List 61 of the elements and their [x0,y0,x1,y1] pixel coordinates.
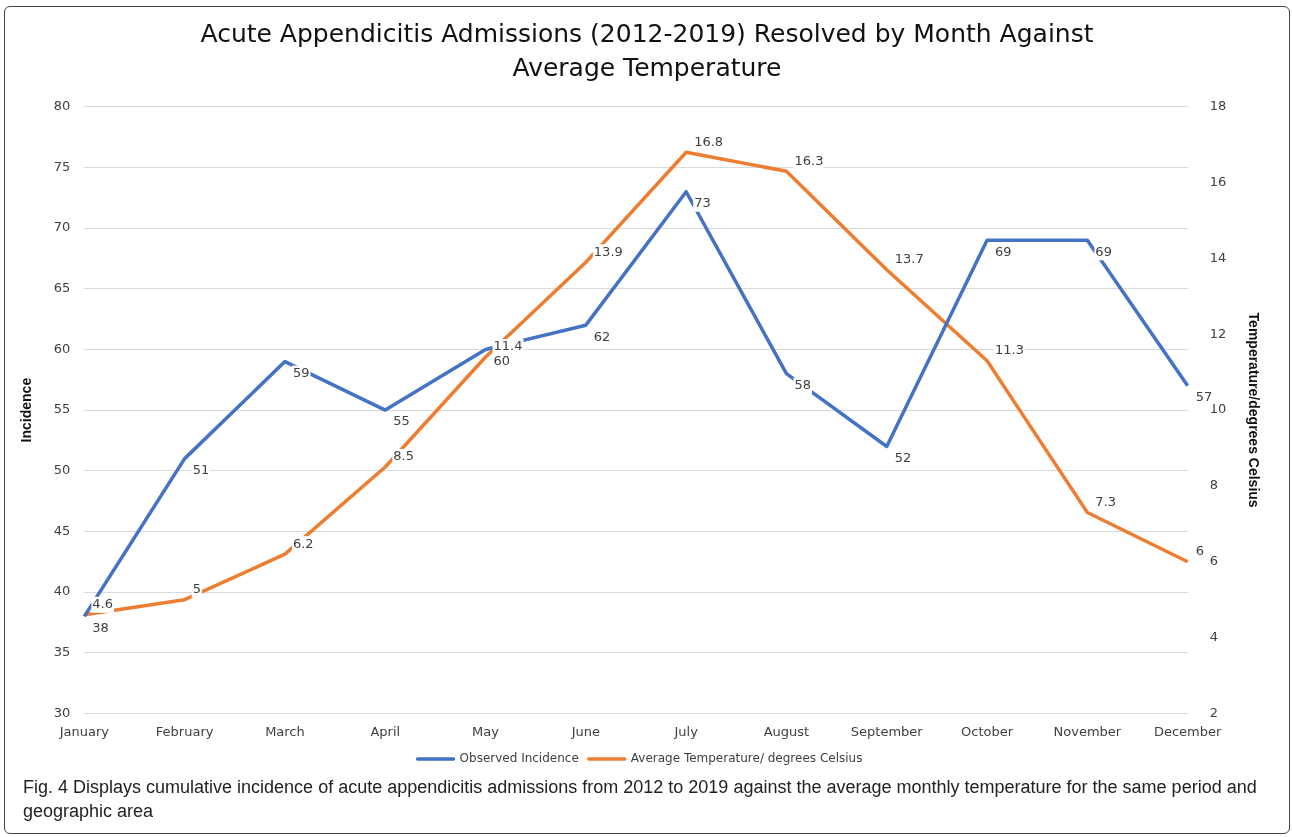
x-tick-label: January [58,723,110,739]
data-label: 57 [1195,389,1213,405]
data-label: 58 [794,377,811,393]
x-tick-label: December [1153,723,1223,739]
y-tick-label: 75 [53,158,71,174]
x-tick-label: April [370,723,401,739]
x-tick-label: November [1053,723,1122,739]
data-label: 4.6 [92,596,114,612]
data-label: 51 [192,462,210,477]
x-tick-label: September [850,723,924,739]
chart-title: Acute Appendicitis Admissions (2012-2019) Resolved by Month Against Average Temperature [199,18,1095,84]
caption: Fig. 4 Displays cumulative incidence of acute appendicitis admissions from 2012 to 2019 against the average monthly temperature for the same period and geographic area [23,776,1258,823]
y-tick-label: 65 [53,280,71,296]
data-label: 11.4 [493,338,523,354]
legend-label: Observed Incidence [459,751,579,766]
y-tick-label: 80 [53,98,71,114]
y-tick-label: 30 [53,704,71,720]
data-label: 59 [292,364,310,380]
data-label: 7.3 [1095,493,1117,509]
y-axis-title: Incidence [18,377,35,443]
data-label: 8.5 [393,448,414,464]
data-label: 60 [493,352,511,368]
x-tick-label: May [472,723,500,739]
y-tick-label: 35 [53,644,71,660]
x-tick-label: October [961,723,1014,739]
data-label: 6.2 [292,535,314,551]
data-label: 55 [393,413,410,429]
y-tick-label: 40 [53,583,71,599]
y2-tick-label: 8 [1209,477,1218,493]
data-label: 16.3 [794,152,824,168]
x-tick-label: March [265,723,305,739]
y-tick-label: 55 [53,401,71,417]
y-tick-label: 70 [53,219,71,235]
y2-tick-label: 2 [1209,704,1218,720]
data-label: 5 [192,581,201,597]
data-label: 16.8 [694,133,724,149]
data-label: 69 [995,243,1012,259]
y-tick-label: 50 [53,462,71,478]
x-tick-label: July [673,723,699,739]
data-label: 11.3 [995,342,1025,358]
data-label: 52 [894,449,912,465]
y2-axis-title: Temperature/degrees Celsius [1245,312,1262,508]
data-label: 62 [593,328,611,344]
legend-label: Average Temperature/ degrees Celsius [630,751,863,766]
data-label: 73 [694,195,711,211]
y2-tick-label: 14 [1209,249,1227,265]
y2-tick-label: 18 [1209,98,1227,114]
data-label: 13.9 [593,243,623,259]
y2-tick-label: 12 [1209,325,1227,341]
x-tick-label: February [155,723,214,739]
y2-tick-label: 4 [1209,628,1218,644]
y-tick-label: 60 [53,340,71,356]
x-tick-label: June [570,723,601,739]
y2-tick-label: 6 [1209,553,1218,569]
y-tick-label: 45 [53,522,71,538]
data-label: 38 [92,619,109,635]
data-label: 69 [1095,243,1112,259]
data-label: 13.7 [894,251,924,267]
x-tick-label: August [763,723,810,739]
y2-tick-label: 16 [1209,174,1227,189]
data-label: 6 [1195,543,1204,559]
